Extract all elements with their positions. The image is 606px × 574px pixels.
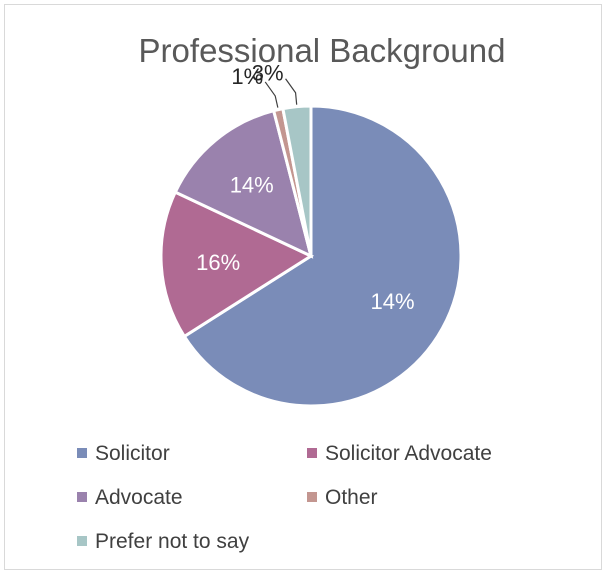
legend-swatch-prefer-not-to-say (77, 536, 87, 546)
slice-label-prefer-not-to-say: 3% (252, 61, 284, 86)
legend-label-prefer-not-to-say: Prefer not to say (95, 530, 250, 553)
leader-line-other (264, 81, 279, 108)
legend-swatch-solicitor-advocate (307, 448, 317, 458)
legend-label-solicitor: Solicitor (95, 442, 170, 465)
legend-label-other: Other (325, 486, 378, 509)
legend: Solicitor Solicitor Advocate Advocate Other… (77, 442, 492, 553)
chart-container: Professional Background 14% 16% 14% 1% 3% So… (4, 4, 602, 570)
legend-label-solicitor-advocate: Solicitor Advocate (325, 442, 492, 465)
legend-swatch-advocate (77, 492, 87, 502)
leader-line-prefer-not-to-say (285, 78, 298, 105)
leader-lines (264, 78, 298, 108)
pie-slices (159, 104, 463, 408)
pie-slice-prefer-not-to-say (281, 104, 313, 257)
pie-slice-advocate (173, 108, 314, 259)
legend-swatch-other (307, 492, 317, 502)
pie-slice-solicitor (182, 104, 463, 408)
slice-label-solicitor: 14% (370, 289, 414, 314)
slice-label-other: 1% (231, 64, 263, 89)
slice-labels: 14% 16% 14% 1%3% (196, 61, 414, 314)
legend-swatch-solicitor (77, 448, 87, 458)
legend-label-advocate: Advocate (95, 486, 183, 509)
pie-slice-solicitor-advocate (159, 190, 315, 339)
slice-label-advocate: 14% (230, 172, 274, 197)
chart-title: Professional Background (139, 32, 506, 69)
pie-chart: Professional Background 14% 16% 14% 1%3% So… (77, 32, 506, 553)
slice-label-solicitor-advocate: 16% (196, 250, 240, 275)
